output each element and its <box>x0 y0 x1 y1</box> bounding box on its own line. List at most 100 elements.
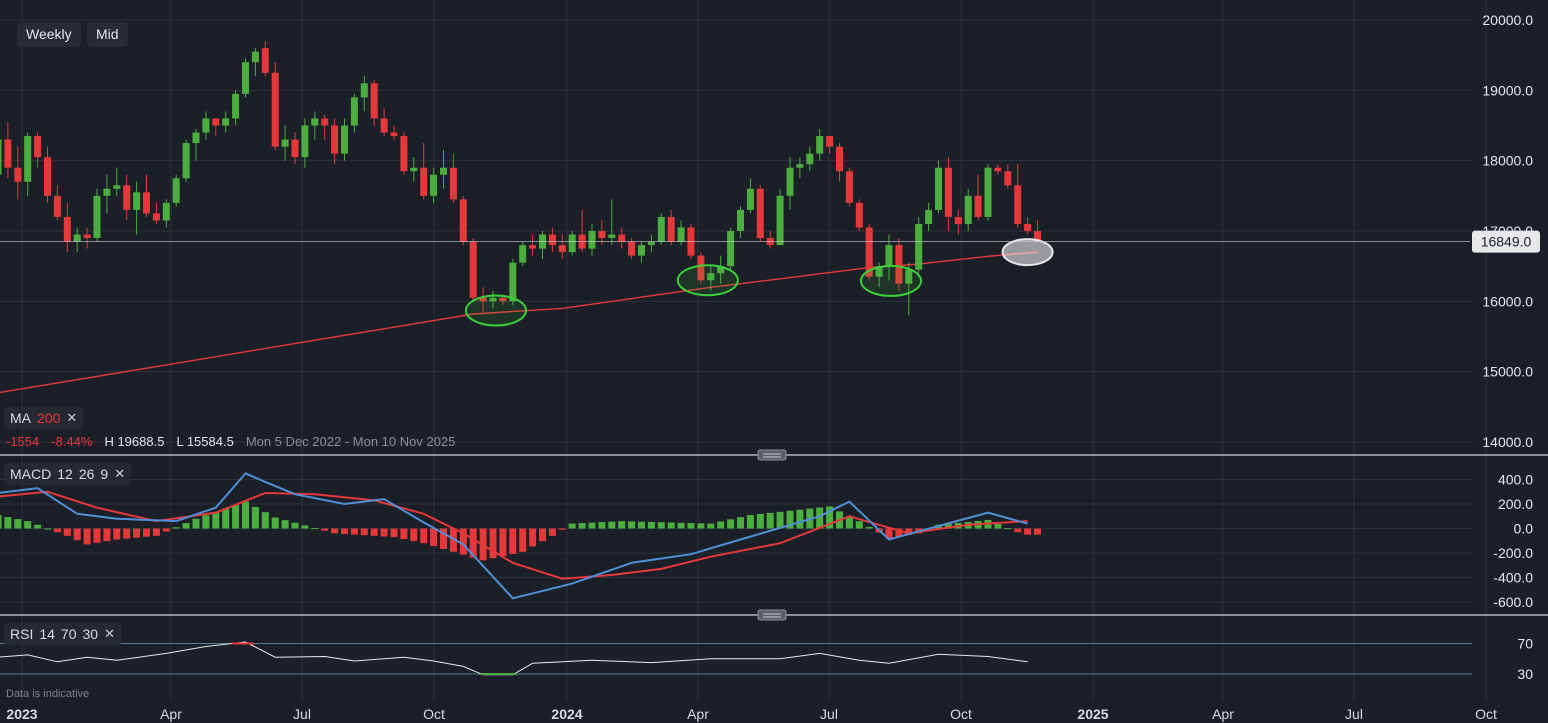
candle-down <box>756 188 764 239</box>
macd-hist-bar-neg <box>53 528 61 533</box>
candle-down <box>954 216 962 224</box>
macd-signal-line <box>0 490 1028 580</box>
macd-hist-bar-pos <box>242 501 249 529</box>
macd-hist-bar-neg <box>1014 528 1022 533</box>
macd-hist-bar-pos <box>865 526 873 529</box>
macd-hist-bar-neg <box>73 528 81 541</box>
macd-fast: 12 <box>57 466 73 482</box>
price-tick-label: 15000.0 <box>1482 364 1533 380</box>
macd-hist-bar-neg <box>548 528 556 536</box>
macd-hist-bar-neg <box>360 528 368 536</box>
rsi-lower: 30 <box>82 626 99 642</box>
macd-tick-label: 200.0 <box>1498 496 1533 512</box>
macd-hist-bar-pos <box>301 525 309 529</box>
candle-up <box>925 209 933 224</box>
macd-hist-bar-neg <box>489 528 497 559</box>
macd-hist-bar-neg <box>133 528 141 538</box>
candle-up <box>113 185 121 189</box>
macd-hist-bar-neg <box>885 528 893 539</box>
candle-up <box>737 209 744 231</box>
price-tick-label: 17000.0 <box>1482 223 1533 239</box>
macd-hist-bar-pos <box>232 504 240 529</box>
macd-hist-bar-pos <box>687 523 695 529</box>
rsi-panel <box>0 641 1028 676</box>
grid-lines <box>0 0 1487 700</box>
macd-slow: 26 <box>78 466 95 482</box>
rsi-label: RSI <box>10 626 34 642</box>
candle-down <box>1024 223 1032 231</box>
candle-up <box>202 118 210 133</box>
macd-hist-bar-pos <box>697 523 705 529</box>
candle-down <box>618 234 626 242</box>
candle-up <box>915 223 923 270</box>
candle-down <box>548 234 556 246</box>
macd-hist-bar-pos <box>786 510 794 529</box>
macd-hist-bar-neg <box>430 528 438 547</box>
macd-hist-bar-neg <box>469 528 477 558</box>
candle-up <box>568 234 576 253</box>
candle-down <box>459 199 467 242</box>
candle-down <box>34 136 42 158</box>
candle-up <box>964 195 972 224</box>
interval-weekly-button[interactable]: Weekly <box>17 22 81 47</box>
candle-down <box>628 241 636 256</box>
candle-up <box>103 188 111 196</box>
macd-hist-bar-neg <box>113 528 121 540</box>
macd-remove-icon[interactable]: ✕ <box>114 466 126 481</box>
price-tick-label: 16000.0 <box>1482 293 1533 309</box>
candle-down <box>420 167 428 196</box>
macd-hist-bar-neg <box>103 528 111 542</box>
candle-down <box>390 132 398 137</box>
macd-hist-bar-pos <box>34 524 42 529</box>
ma200-polyline <box>0 251 1038 394</box>
macd-hist-bar-neg <box>529 528 537 547</box>
macd-hist-bar-pos <box>192 518 200 529</box>
current-price-label: 16849.0 <box>1481 234 1532 250</box>
low-value: L 15584.5 <box>176 434 234 449</box>
rsi-period: 14 <box>39 626 55 642</box>
candle-up <box>172 178 180 203</box>
macd-hist-bar-pos <box>311 528 319 530</box>
macd-tick-label: 400.0 <box>1498 472 1533 488</box>
candle-down <box>143 192 150 214</box>
macd-hist-bar-pos <box>796 509 804 529</box>
candle-down <box>321 118 329 126</box>
ma-remove-icon[interactable]: ✕ <box>66 410 78 425</box>
macd-hist-bar-pos <box>261 512 269 529</box>
candle-down <box>44 157 51 196</box>
macd-hist-bar-neg <box>350 528 358 535</box>
candle-down <box>529 245 537 249</box>
support-highlights <box>464 238 1054 327</box>
macd-tick-label: -600.0 <box>1493 594 1533 610</box>
macd-hist-bar-neg <box>123 528 131 539</box>
macd-hist-bar-neg <box>440 528 447 549</box>
macd-hist-bar-pos <box>756 513 764 529</box>
candle-up <box>776 195 784 246</box>
green-highlight-ellipse <box>859 264 922 297</box>
macd-hist-bar-neg <box>321 528 329 531</box>
macd-hist-bar-pos <box>944 523 952 529</box>
white-highlight-ellipse <box>1001 238 1054 267</box>
macd-hist-bar-pos <box>578 523 586 529</box>
macd-hist-bar-neg <box>905 528 913 536</box>
macd-hist-bar-pos <box>251 506 259 529</box>
candle-up <box>588 231 596 249</box>
rsi-remove-icon[interactable]: ✕ <box>104 626 115 641</box>
macd-hist-bar-pos <box>994 524 1002 529</box>
candle-down <box>974 195 982 217</box>
macd-hist-bar-neg <box>420 528 428 544</box>
candle-up <box>360 83 368 98</box>
time-tick-label: Jul <box>1345 706 1363 722</box>
candle-up <box>301 125 309 158</box>
candle-down <box>598 231 606 239</box>
candle-up <box>608 234 616 239</box>
candle-down <box>400 136 408 172</box>
macd-hist-bar-pos <box>608 521 616 529</box>
macd-hist-bar-neg <box>539 528 546 542</box>
candle-up <box>727 231 735 267</box>
candlestick-series <box>0 41 1041 316</box>
price-type-mid-button[interactable]: Mid <box>87 22 128 47</box>
candle-up <box>935 167 942 210</box>
candle-down <box>855 202 863 228</box>
candle-down <box>895 245 903 284</box>
